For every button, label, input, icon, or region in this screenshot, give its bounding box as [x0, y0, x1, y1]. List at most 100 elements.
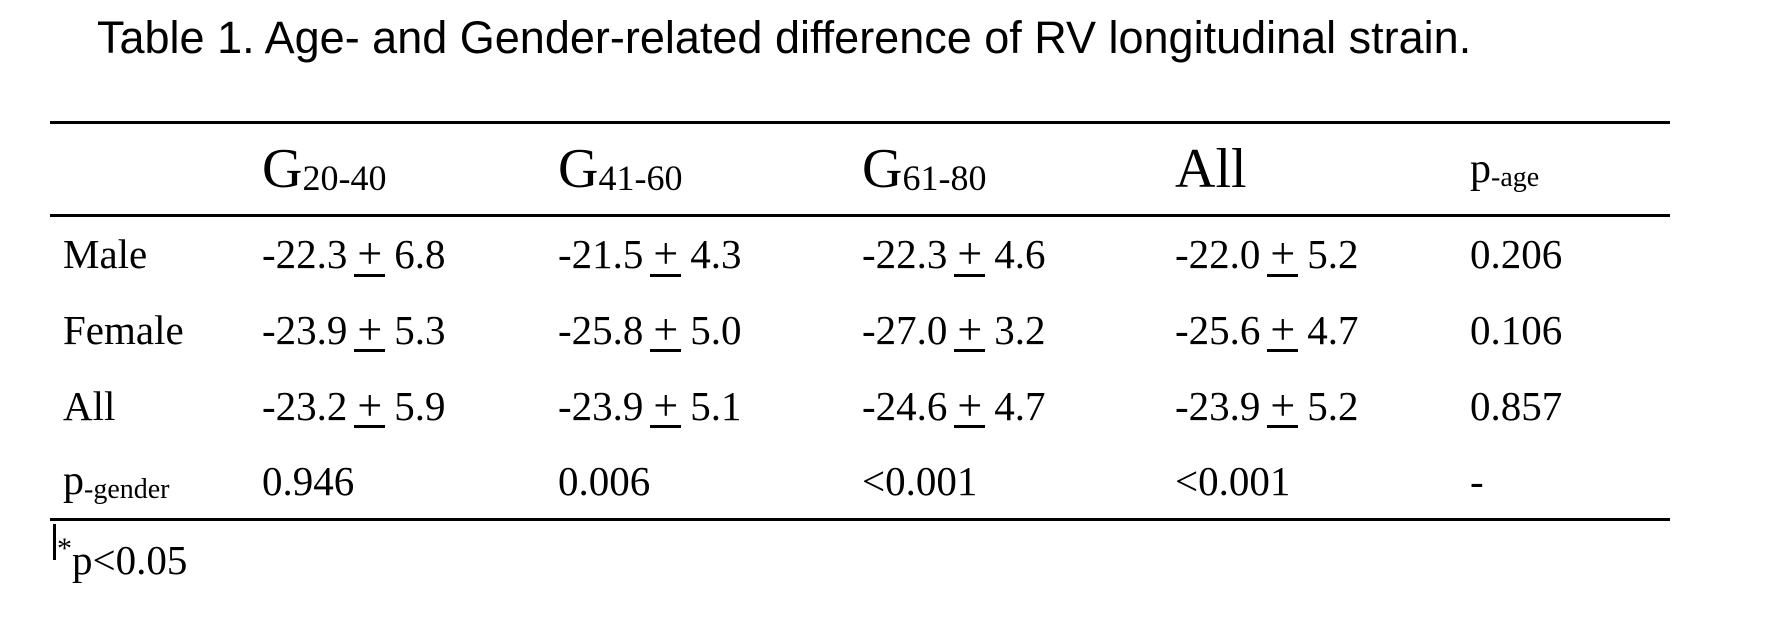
- row-label-text: All: [63, 382, 116, 429]
- header-row: G20-40 G41-60 G61-80 All p-age: [50, 123, 1670, 216]
- cell-mean-sd: -23.9 +5.2: [1160, 368, 1455, 444]
- cell-p-value: 0.006: [543, 444, 847, 520]
- sd-value: 5.0: [690, 306, 742, 353]
- header-subscript: -age: [1491, 162, 1540, 193]
- plus-minus-sign: +: [354, 307, 386, 353]
- sd-value: 4.7: [994, 382, 1046, 429]
- header-subscript: 41-60: [598, 158, 683, 198]
- mean-value: -22.0: [1175, 231, 1261, 278]
- header-empty: [50, 123, 247, 216]
- p-value: 0.006: [558, 457, 651, 504]
- cell-mean-sd: -25.6 +4.7: [1160, 292, 1455, 368]
- plus-minus-sign: +: [354, 383, 386, 429]
- row-label: Female: [50, 292, 247, 368]
- header-base: p: [1470, 146, 1491, 192]
- table-title: Table 1. Age- and Gender-related differe…: [97, 12, 1472, 63]
- mean-value: -23.9: [262, 306, 348, 353]
- header-subscript: 61-80: [902, 158, 987, 198]
- row-label-text: p: [63, 458, 84, 505]
- header-subscript: 20-40: [302, 158, 387, 198]
- cell-mean-sd: -27.0 +3.2: [847, 292, 1160, 368]
- sd-value: 4.7: [1307, 306, 1359, 353]
- footnote-text: p<0.05: [72, 537, 188, 583]
- table-row-female: Female -23.9 +5.3 -25.8 +5.0 -27.0 +3.2 -25…: [50, 292, 1670, 368]
- mean-value: -23.2: [262, 382, 348, 429]
- p-value: <0.001: [1175, 457, 1291, 504]
- table-row-male: Male -22.3 +6.8 -21.5 +4.3 -22.3 +4.6 -22.0…: [50, 216, 1670, 292]
- sd-value: 5.3: [394, 306, 446, 353]
- cell-mean-sd: -21.5 +4.3: [543, 216, 847, 292]
- mean-value: -27.0: [862, 306, 948, 353]
- mean-value: -24.6: [862, 382, 948, 429]
- text-cursor-caret: [53, 524, 56, 560]
- cell-p-value: -: [1455, 444, 1670, 520]
- mean-value: -22.3: [262, 231, 348, 278]
- table-container: G20-40 G41-60 G61-80 All p-age Male -22.…: [50, 121, 1670, 521]
- row-label-text: Female: [63, 306, 184, 353]
- plus-minus-sign: +: [650, 232, 682, 277]
- plus-minus-sign: +: [650, 383, 682, 429]
- header-base: G: [862, 138, 903, 200]
- header-g61-80: G61-80: [847, 123, 1160, 216]
- cell-mean-sd: -22.3 +6.8: [247, 216, 543, 292]
- header-all: All: [1160, 123, 1455, 216]
- cell-mean-sd: -23.9 +5.1: [543, 368, 847, 444]
- header-base: All: [1175, 138, 1247, 200]
- mean-value: -22.3: [862, 231, 948, 278]
- p-value: <0.001: [862, 457, 978, 504]
- header-base: G: [558, 138, 599, 200]
- header-g41-60: G41-60: [543, 123, 847, 216]
- plus-minus-sign: +: [1267, 232, 1299, 277]
- plus-minus-sign: +: [954, 307, 986, 353]
- sd-value: 6.8: [394, 231, 446, 278]
- plus-minus-sign: +: [354, 232, 386, 277]
- header-base: G: [262, 138, 303, 200]
- p-value: 0.946: [262, 457, 355, 504]
- mean-value: -23.9: [1175, 382, 1261, 429]
- plus-minus-sign: +: [954, 232, 986, 277]
- mean-value: -21.5: [558, 231, 644, 278]
- header-g20-40: G20-40: [247, 123, 543, 216]
- cell-p-value: <0.001: [847, 444, 1160, 520]
- cell-p-value: 0.857: [1455, 368, 1670, 444]
- row-label: Male: [50, 216, 247, 292]
- p-value: -: [1470, 457, 1484, 504]
- cell-p-value: <0.001: [1160, 444, 1455, 520]
- p-value: 0.106: [1470, 306, 1563, 353]
- sd-value: 4.6: [994, 231, 1046, 278]
- p-value: 0.206: [1470, 231, 1563, 278]
- mean-value: -23.9: [558, 382, 644, 429]
- table-row-all: All -23.2 +5.9 -23.9 +5.1 -24.6 +4.7 -23.9 +…: [50, 368, 1670, 444]
- mean-value: -25.6: [1175, 306, 1261, 353]
- cell-mean-sd: -24.6 +4.7: [847, 368, 1160, 444]
- sd-value: 5.2: [1307, 382, 1359, 429]
- table-row-p-gender: p-gender 0.946 0.006 <0.001 <0.001 -: [50, 444, 1670, 520]
- row-label: All: [50, 368, 247, 444]
- sd-value: 3.2: [994, 306, 1046, 353]
- rv-strain-table: G20-40 G41-60 G61-80 All p-age Male -22.…: [50, 121, 1670, 521]
- plus-minus-sign: +: [954, 383, 986, 429]
- row-label: p-gender: [50, 444, 247, 520]
- row-label-subscript: -gender: [84, 474, 170, 506]
- cell-p-value: 0.946: [247, 444, 543, 520]
- plus-minus-sign: +: [1267, 307, 1299, 353]
- sd-value: 5.9: [394, 382, 446, 429]
- p-value: 0.857: [1470, 382, 1563, 429]
- sd-value: 5.1: [690, 382, 742, 429]
- sd-value: 4.3: [690, 231, 742, 278]
- footnote-marker: *: [57, 532, 72, 565]
- plus-minus-sign: +: [1267, 383, 1299, 429]
- cell-mean-sd: -23.2 +5.9: [247, 368, 543, 444]
- plus-minus-sign: +: [650, 307, 682, 353]
- row-label-text: Male: [63, 231, 148, 278]
- cell-mean-sd: -25.8 +5.0: [543, 292, 847, 368]
- cell-mean-sd: -23.9 +5.3: [247, 292, 543, 368]
- cell-mean-sd: -22.3 +4.6: [847, 216, 1160, 292]
- cell-p-value: 0.106: [1455, 292, 1670, 368]
- header-p-age: p-age: [1455, 123, 1670, 216]
- cell-mean-sd: -22.0 +5.2: [1160, 216, 1455, 292]
- footnote: *p<0.05: [53, 524, 187, 584]
- mean-value: -25.8: [558, 306, 644, 353]
- sd-value: 5.2: [1307, 231, 1359, 278]
